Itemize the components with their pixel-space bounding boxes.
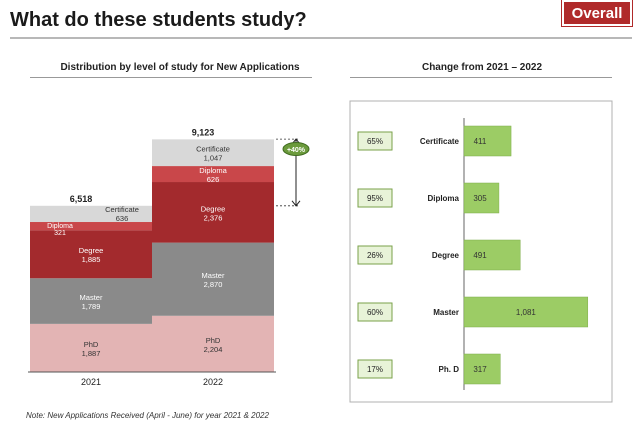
pct-label-diploma: 95% [367, 194, 383, 203]
pct-box-diploma [357, 188, 393, 208]
bar-2021-certificate [30, 205, 152, 223]
bar-2022-phd [152, 315, 274, 372]
label-2022-diploma-name: Diploma [199, 166, 227, 175]
title-divider [10, 37, 632, 39]
change-category-diploma: Diploma [427, 194, 459, 203]
bar-2022-diploma [152, 166, 274, 183]
change-value-phd: 317 [473, 365, 487, 374]
label-2021-master-value: 1,789 [82, 302, 101, 311]
left-chart-title: Distribution by level of study for New A… [60, 62, 300, 73]
label-2021-diploma-name: Diploma [47, 223, 73, 230]
label-2021-certificate-name: Certificate [105, 205, 139, 214]
change-bar-degree [463, 239, 521, 271]
growth-arrow-down-head [291, 200, 301, 207]
label-2021-master-name: Master [80, 293, 103, 302]
label-2021-degree-value: 1,885 [82, 255, 101, 264]
label-2022-degree-value: 2,376 [204, 213, 223, 222]
change-value-degree: 491 [473, 251, 487, 260]
growth-badge [282, 142, 310, 156]
bar-2021-diploma [30, 222, 152, 231]
change-category-master: Master [433, 308, 459, 317]
xtick-2022: 2022 [203, 377, 223, 387]
pct-label-degree: 26% [367, 251, 383, 260]
bar-2022-degree [152, 182, 274, 243]
label-2022-master-value: 2,870 [204, 280, 223, 289]
label-2021-phd-name: PhD [84, 340, 99, 349]
footnote: Note: New Applications Received (April -… [26, 411, 269, 420]
total-2021: 6,518 [70, 194, 93, 204]
label-2022-phd-name: PhD [206, 336, 221, 345]
change-category-certificate: Certificate [420, 137, 460, 146]
change-value-certificate: 411 [474, 137, 487, 146]
label-2022-diploma-value: 626 [207, 175, 220, 184]
label-2022-master-name: Master [202, 271, 225, 280]
change-bar-certificate [463, 125, 512, 157]
pct-label-phd: 17% [367, 365, 383, 374]
change-category-phd: Ph. D [439, 365, 460, 374]
pct-label-master: 60% [367, 308, 383, 317]
label-2022-phd-value: 2,204 [204, 345, 223, 354]
label-2021-phd-value: 1,887 [82, 349, 101, 358]
bar-2021-phd [30, 323, 152, 372]
bar-2022-certificate [152, 139, 274, 167]
growth-badge-label: +40% [287, 147, 306, 154]
change-value-master: 1,081 [516, 308, 537, 317]
change-category-degree: Degree [432, 251, 460, 260]
label-2021-diploma-value: 321 [54, 230, 66, 237]
bar-2021-degree [30, 230, 152, 279]
label-2022-degree-name: Degree [201, 204, 226, 213]
label-2022-certificate-value: 1,047 [204, 154, 223, 163]
label-2021-degree-name: Degree [79, 246, 104, 255]
change-bar-diploma [463, 182, 500, 214]
left-chart-title-rule [30, 77, 312, 78]
page-title: What do these students study? [10, 9, 307, 31]
pct-box-certificate [357, 131, 393, 151]
pct-label-certificate: 65% [367, 137, 383, 146]
pct-box-phd [357, 359, 393, 379]
xtick-2021: 2021 [81, 377, 101, 387]
pct-box-degree [357, 245, 393, 265]
change-bar-master [463, 296, 589, 328]
pct-box-master [357, 302, 393, 322]
label-2022-certificate-name: Certificate [196, 145, 230, 154]
right-chart-title-rule [350, 77, 612, 78]
bar-2022-master [152, 242, 274, 316]
bar-2021-master [30, 278, 152, 324]
overall-badge: Overall [562, 0, 632, 26]
right-chart-title: Change from 2021 – 2022 [421, 62, 543, 73]
change-value-diploma: 305 [473, 194, 487, 203]
label-2021-certificate-value: 636 [116, 214, 129, 223]
change-bar-phd [463, 353, 501, 385]
total-2022: 9,123 [192, 127, 215, 137]
